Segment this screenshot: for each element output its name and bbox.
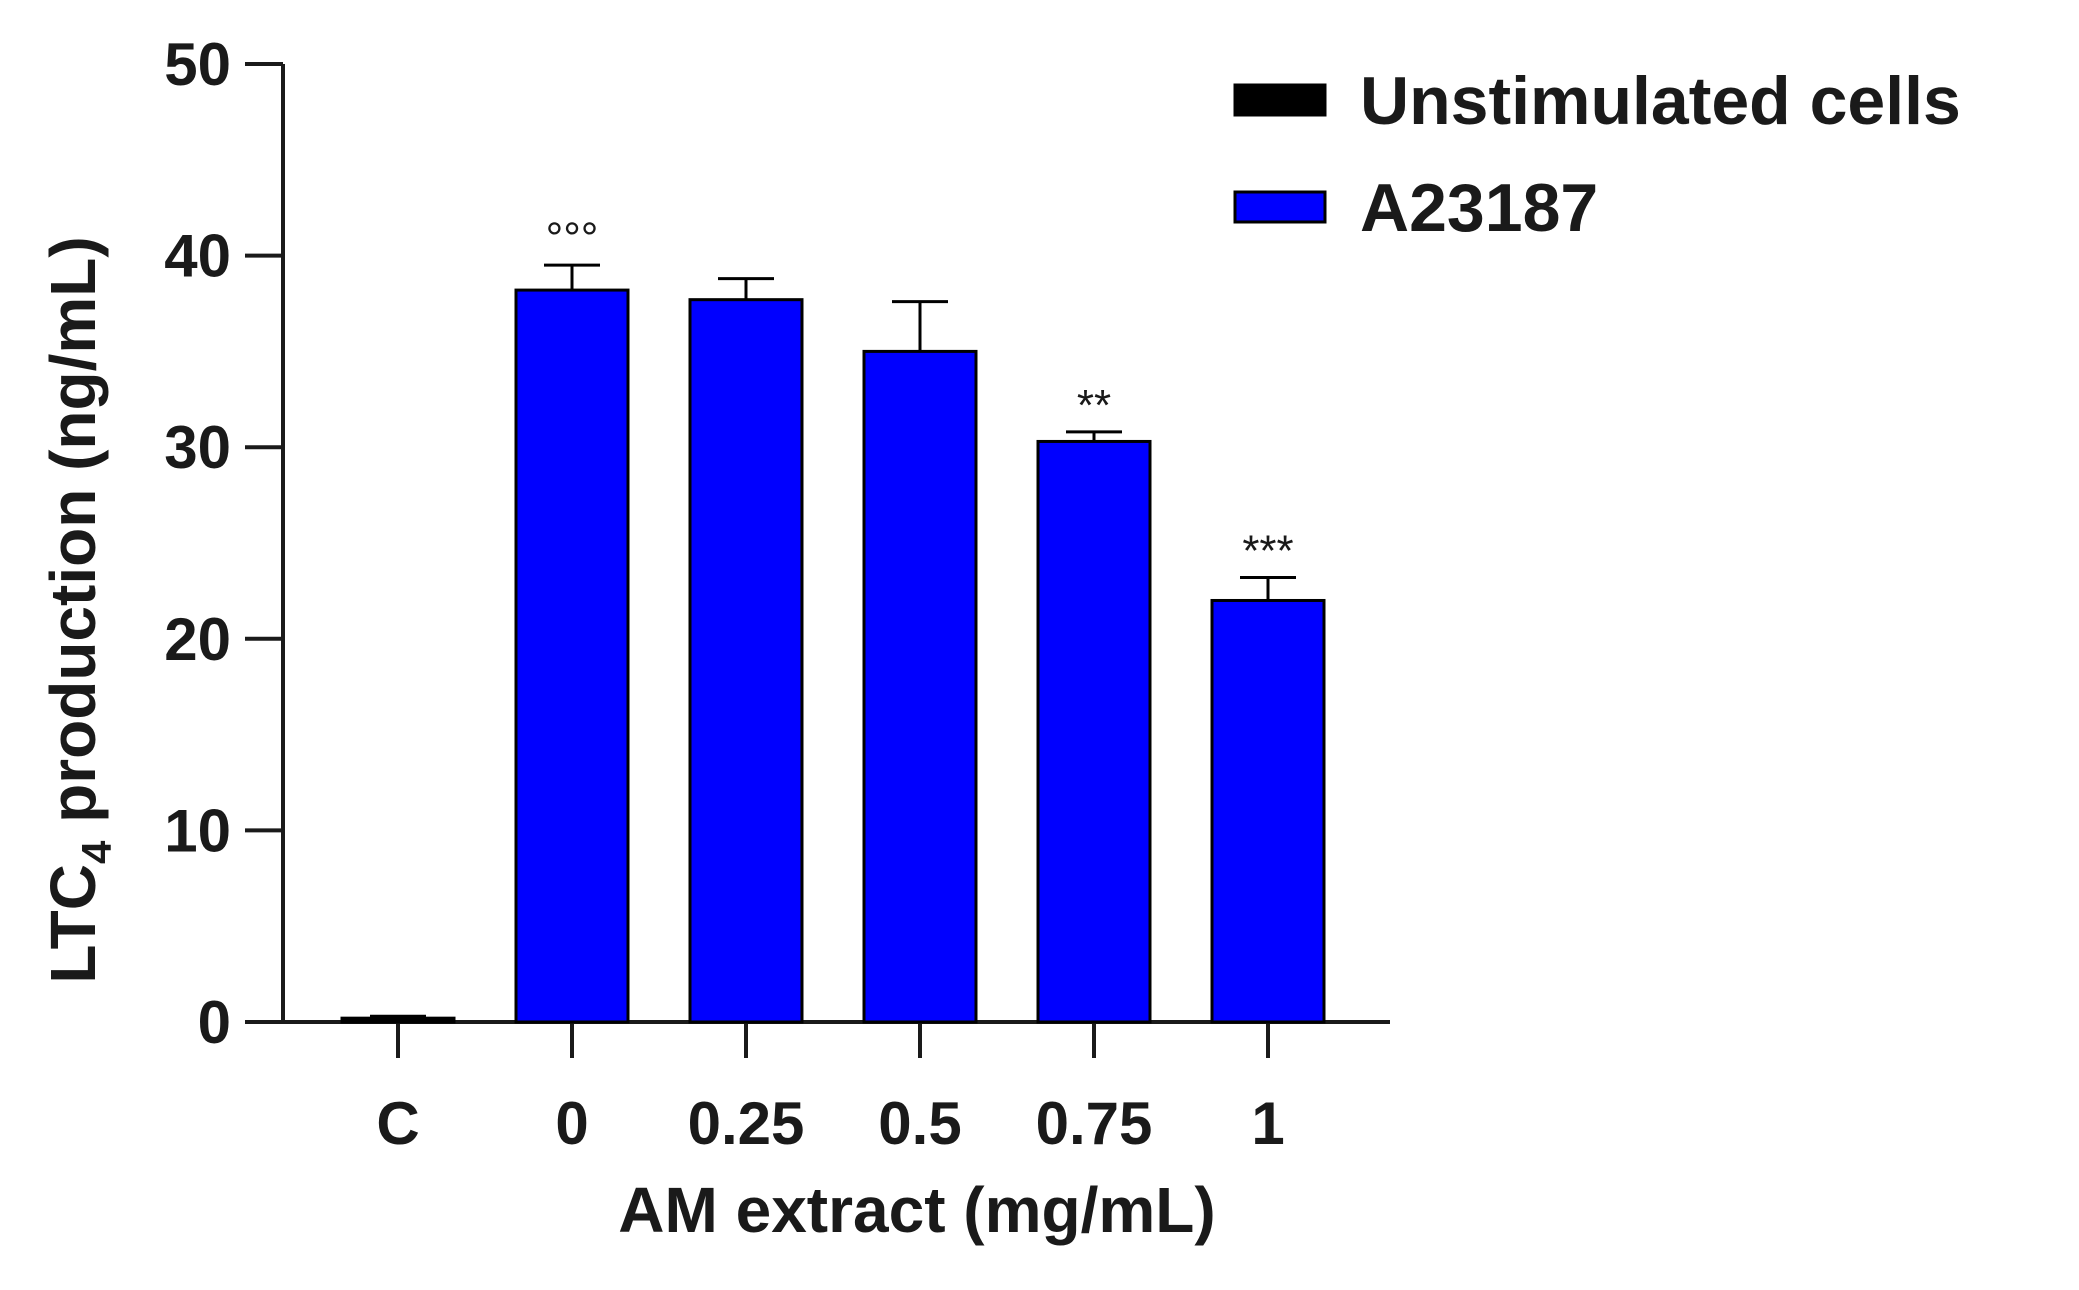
y-tick-label: 50 [164, 31, 231, 98]
legend: Unstimulated cells A23187 [1233, 63, 1961, 246]
x-axis-title: AM extract (mg/mL) [618, 1174, 1215, 1246]
y-tick-label: 0 [198, 989, 231, 1056]
x-tick-label: C [376, 1090, 419, 1157]
significance-label: *** [1242, 526, 1293, 575]
y-tick-label: 10 [164, 797, 231, 864]
legend-label-unstimulated: Unstimulated cells [1360, 63, 1961, 139]
y-tick-label: 30 [164, 414, 231, 481]
legend-label-a23187: A23187 [1360, 170, 1598, 246]
bar [514, 288, 630, 1024]
bar [340, 1016, 456, 1024]
x-tick-label: 1 [1251, 1090, 1284, 1157]
legend-swatch-a23187 [1233, 190, 1327, 224]
bar [862, 349, 978, 1024]
bars: °°°***** [340, 214, 1326, 1024]
legend-swatch-unstimulated [1233, 83, 1327, 117]
x-tick-label: 0.75 [1036, 1090, 1153, 1157]
y-tick-label: 40 [164, 223, 231, 290]
y-axis: 0 10 20 30 40 50 [164, 31, 285, 1056]
x-tick-label: 0.25 [688, 1090, 805, 1157]
bar [1210, 598, 1326, 1024]
y-tick-label: 20 [164, 606, 231, 673]
bar [1036, 439, 1152, 1024]
x-tick-label: 0.5 [878, 1090, 961, 1157]
bar [688, 298, 804, 1024]
y-axis-title: LTC4 production (ng/mL) [37, 236, 120, 983]
significance-label: °°° [546, 214, 599, 263]
x-tick-label: 0 [555, 1090, 588, 1157]
significance-label: ** [1077, 381, 1111, 430]
x-axis: C 0 0.25 0.5 0.75 1 [283, 1020, 1390, 1157]
